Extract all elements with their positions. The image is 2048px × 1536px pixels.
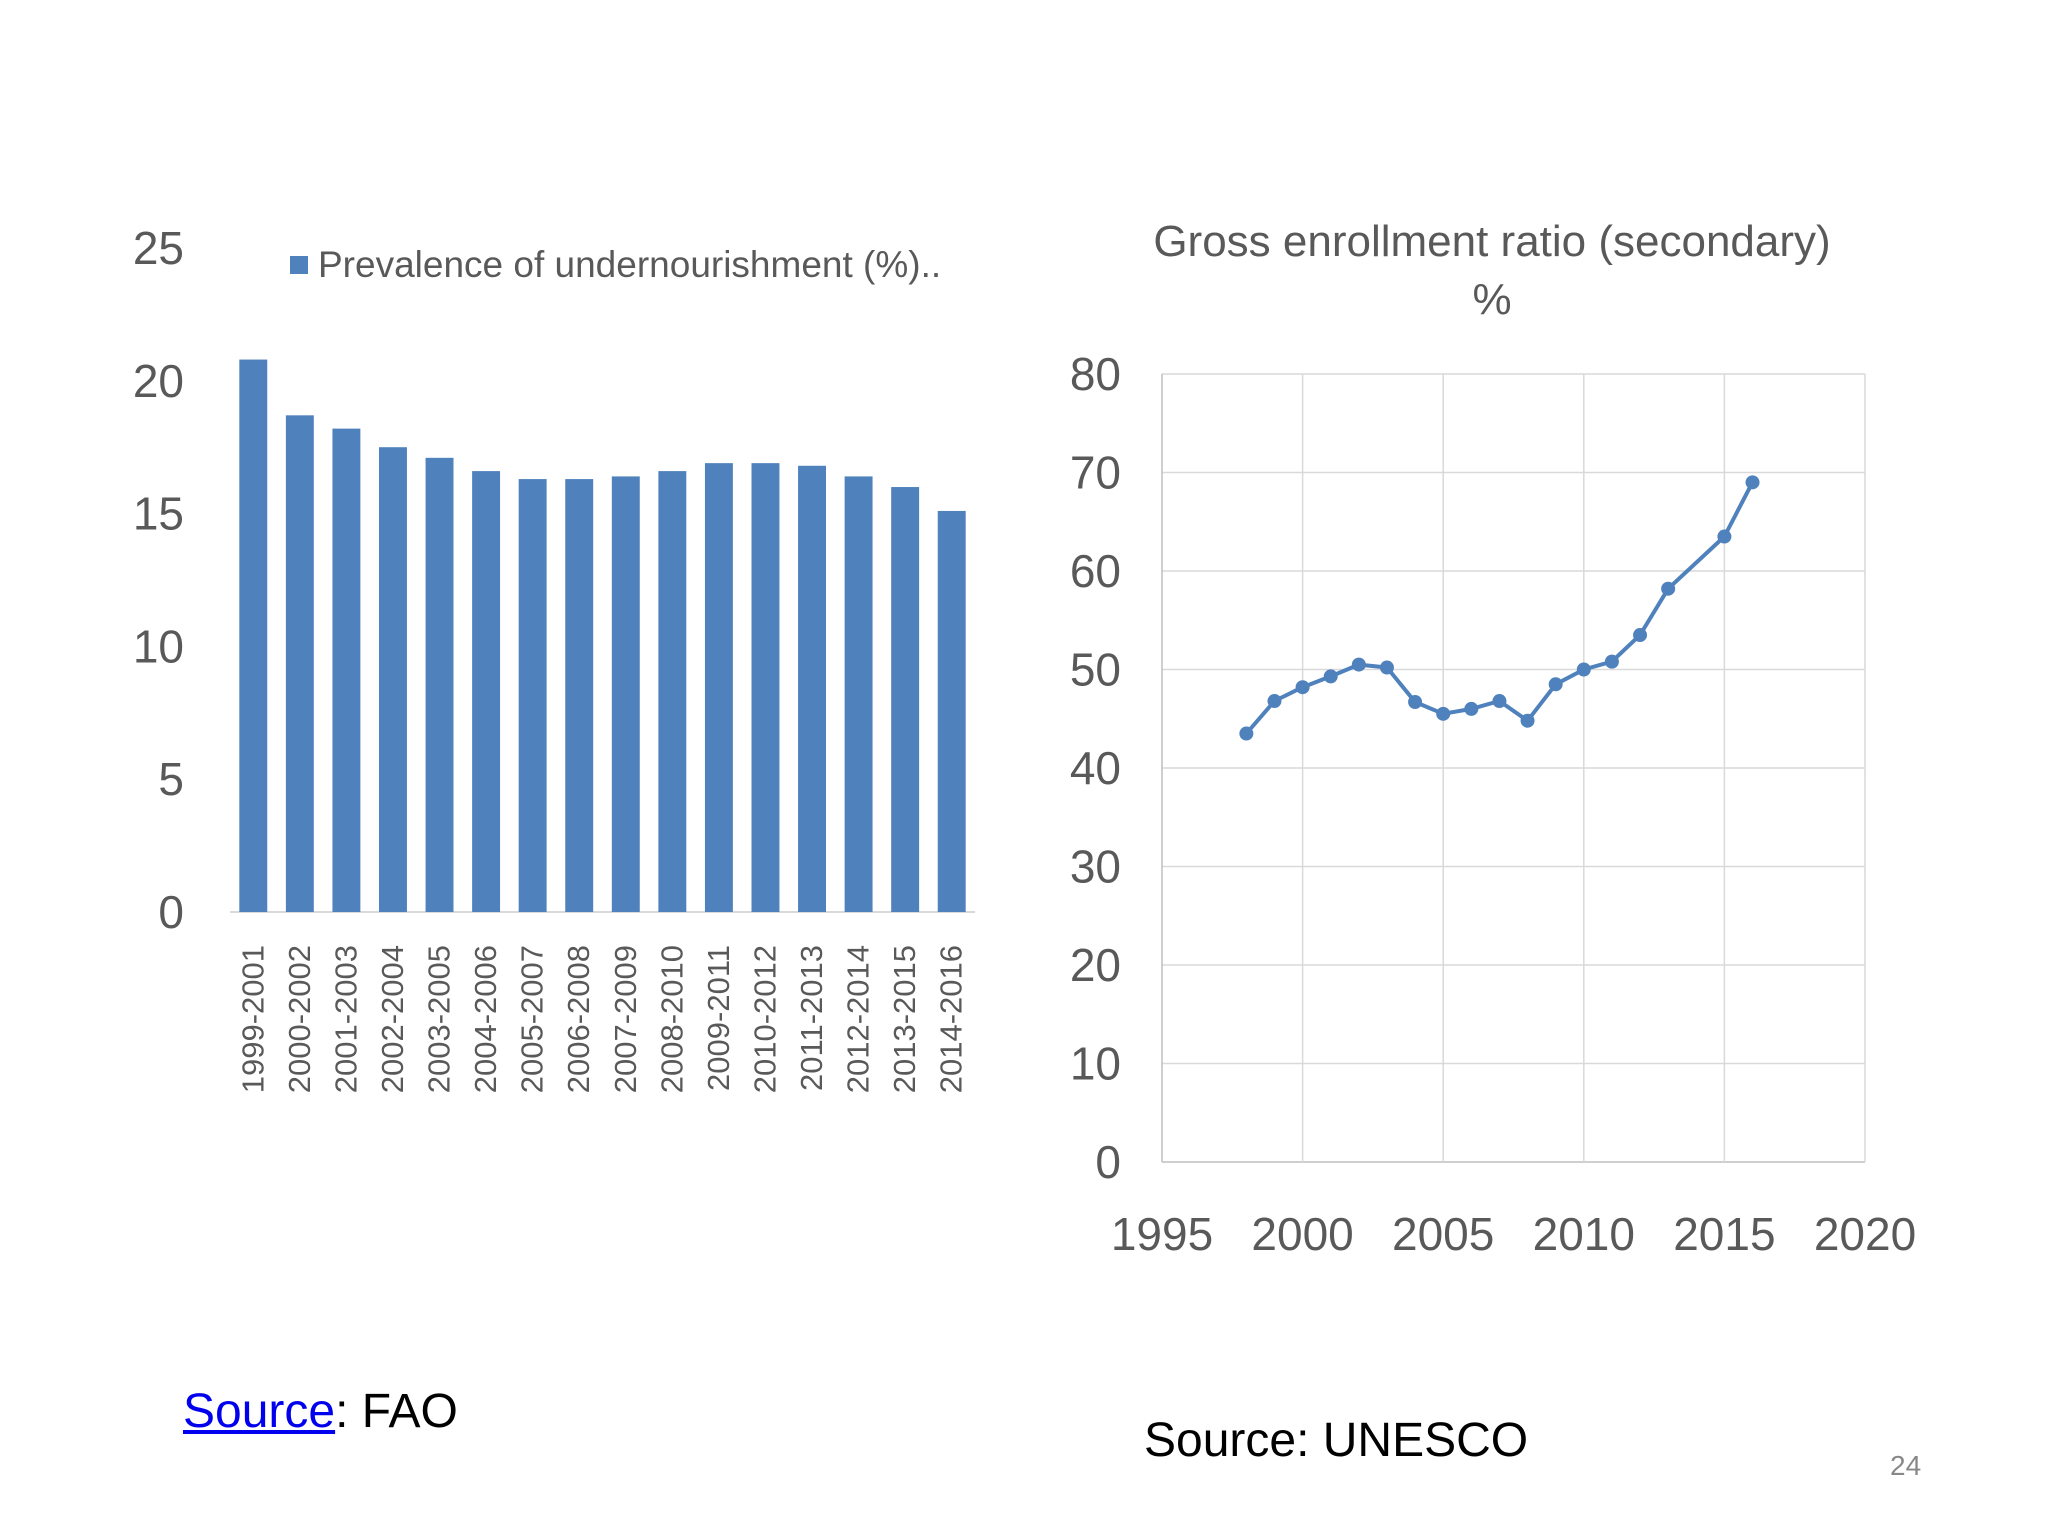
x-tick-label: 2008-2010 [654, 945, 689, 1093]
page-number: 24 [1890, 1450, 1922, 1481]
data-point [1267, 694, 1282, 709]
x-tick-label: 2012-2014 [841, 945, 876, 1093]
bar [518, 479, 547, 912]
bar [379, 447, 407, 912]
x-tick-label: 2014-2016 [934, 945, 969, 1093]
data-point [1661, 581, 1676, 596]
bar [751, 463, 780, 912]
y-tick-label: 70 [1070, 447, 1121, 499]
y-tick-label: 80 [1070, 348, 1121, 400]
data-point [1604, 654, 1619, 669]
bar [798, 465, 826, 912]
x-tick-label: 2020 [1814, 1208, 1916, 1260]
y-tick-label: 60 [1070, 545, 1121, 597]
bar [472, 471, 501, 912]
data-point [1745, 475, 1760, 490]
data-point [1492, 694, 1507, 709]
data-point [1239, 726, 1254, 741]
x-tick-label: 2000-2002 [282, 945, 317, 1093]
chart-title: Gross enrollment ratio (secondary) [1153, 217, 1830, 266]
y-tick-label: 20 [1070, 939, 1121, 991]
fao-source: Source: FAO [183, 1384, 458, 1439]
x-tick-label: 2013-2015 [887, 945, 922, 1093]
y-tick-label: 30 [1070, 841, 1121, 893]
bar [658, 471, 687, 912]
x-tick-label: 1995 [1111, 1208, 1213, 1260]
x-tick-label: 2004-2006 [468, 945, 503, 1093]
y-tick-label: 20 [133, 355, 184, 407]
x-tick-label: 2005 [1392, 1208, 1494, 1260]
y-tick-label: 25 [133, 222, 184, 274]
data-point [1379, 660, 1394, 675]
x-tick-label: 1999-2001 [235, 945, 270, 1093]
x-tick-label: 2003-2005 [422, 945, 457, 1093]
data-point [1576, 662, 1591, 677]
bar [611, 476, 640, 912]
source-link[interactable]: Source [183, 1385, 336, 1438]
bar [937, 510, 966, 912]
data-point [1295, 680, 1310, 695]
x-tick-label: 2010-2012 [747, 945, 782, 1093]
x-tick-label: 2002-2004 [375, 945, 410, 1093]
y-tick-label: 5 [158, 753, 184, 805]
y-tick-label: 10 [1070, 1038, 1121, 1090]
y-tick-label: 50 [1070, 644, 1121, 696]
data-point [1323, 669, 1338, 684]
x-tick-label: 2015 [1673, 1208, 1775, 1260]
bar [332, 428, 361, 912]
x-tick-label: 2009-2011 [701, 945, 736, 1091]
x-tick-label: 2001-2003 [328, 945, 363, 1093]
y-tick-label: 0 [158, 886, 184, 938]
data-point [1436, 706, 1451, 721]
data-point [1408, 695, 1423, 710]
bar [285, 415, 314, 912]
unesco-source: Source: UNESCO [1144, 1414, 1529, 1467]
x-tick-label: 2011-2013 [794, 945, 829, 1091]
x-tick-label: 2006-2008 [561, 945, 596, 1093]
bar [891, 487, 920, 912]
bar [425, 457, 454, 912]
data-point [1520, 713, 1535, 728]
data-point [1548, 677, 1563, 692]
bar [239, 359, 268, 912]
y-tick-label: 40 [1070, 742, 1121, 794]
y-tick-label: 10 [133, 620, 184, 672]
chart-subtitle: % [1472, 275, 1511, 324]
x-tick-label: 2010 [1533, 1208, 1635, 1260]
y-tick-label: 0 [1095, 1136, 1121, 1188]
data-point [1351, 657, 1366, 672]
x-tick-label: 2000 [1251, 1208, 1353, 1260]
x-tick-label: 2005-2007 [515, 945, 550, 1093]
y-tick-label: 15 [133, 488, 184, 540]
fao-source-text: : FAO [335, 1385, 458, 1438]
legend-swatch [290, 256, 308, 274]
x-tick-label: 2007-2009 [608, 945, 643, 1093]
data-point [1464, 701, 1479, 716]
data-point [1717, 529, 1732, 544]
bar [704, 463, 733, 912]
bar [844, 476, 873, 912]
data-point [1633, 628, 1648, 643]
bar [565, 479, 594, 912]
legend-label: Prevalence of undernourishment (%).. [318, 244, 941, 285]
